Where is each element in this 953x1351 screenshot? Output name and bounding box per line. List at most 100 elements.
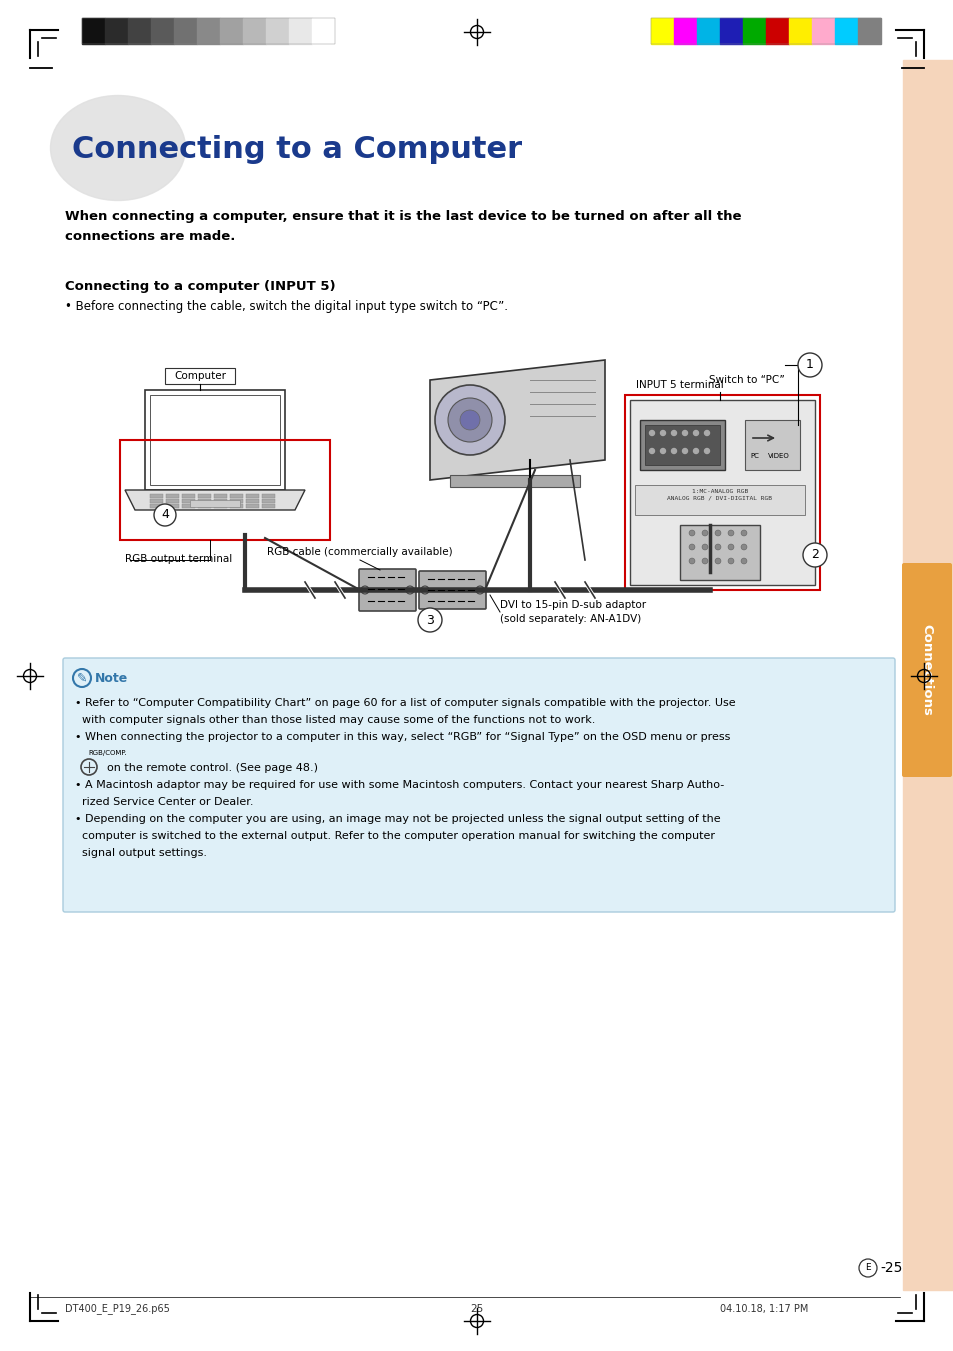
Bar <box>679 526 760 580</box>
Bar <box>902 59 953 1290</box>
Bar <box>213 494 227 497</box>
FancyBboxPatch shape <box>418 571 485 609</box>
Circle shape <box>659 449 665 454</box>
Polygon shape <box>125 490 305 509</box>
Text: VIDEO: VIDEO <box>767 453 789 459</box>
Circle shape <box>476 586 483 594</box>
Circle shape <box>727 558 733 563</box>
Circle shape <box>740 530 746 536</box>
Circle shape <box>649 431 654 435</box>
Circle shape <box>701 544 707 550</box>
Bar <box>173 18 196 45</box>
Text: 4: 4 <box>161 508 169 521</box>
Text: DVI to 15-pin D-sub adaptor: DVI to 15-pin D-sub adaptor <box>499 600 645 611</box>
Circle shape <box>420 586 429 594</box>
Bar <box>742 18 765 45</box>
Circle shape <box>681 431 687 435</box>
Text: When connecting a computer, ensure that it is the last device to be turned on af: When connecting a computer, ensure that … <box>65 209 740 243</box>
Circle shape <box>671 431 676 435</box>
Bar <box>150 504 163 508</box>
Bar <box>639 420 724 470</box>
Circle shape <box>740 558 746 563</box>
Text: signal output settings.: signal output settings. <box>75 848 207 858</box>
Circle shape <box>688 530 695 536</box>
Circle shape <box>714 558 720 563</box>
Circle shape <box>703 431 709 435</box>
Bar <box>165 367 234 384</box>
Bar <box>644 426 720 465</box>
Bar <box>246 504 258 508</box>
Bar <box>190 500 240 507</box>
Bar <box>266 18 289 45</box>
Circle shape <box>740 544 746 550</box>
Bar <box>182 494 194 497</box>
Circle shape <box>797 353 821 377</box>
Bar <box>213 499 227 503</box>
Circle shape <box>802 543 826 567</box>
Circle shape <box>727 544 733 550</box>
Bar <box>450 476 579 486</box>
Text: -25: -25 <box>879 1260 902 1275</box>
Circle shape <box>435 385 504 455</box>
Bar <box>198 494 211 497</box>
Text: • Refer to “Computer Compatibility Chart” on page 60 for a list of computer sign: • Refer to “Computer Compatibility Chart… <box>75 698 735 708</box>
Text: Connecting to a Computer: Connecting to a Computer <box>71 135 521 165</box>
Text: Computer: Computer <box>173 372 226 381</box>
Bar <box>220 18 243 45</box>
Bar <box>243 18 266 45</box>
Bar <box>182 499 194 503</box>
Text: RGB cable (commercially available): RGB cable (commercially available) <box>267 547 453 557</box>
Text: 04.10.18, 1:17 PM: 04.10.18, 1:17 PM <box>720 1304 807 1315</box>
Circle shape <box>703 449 709 454</box>
Circle shape <box>681 449 687 454</box>
Circle shape <box>688 558 695 563</box>
Circle shape <box>417 608 441 632</box>
Bar <box>128 18 151 45</box>
Bar <box>629 400 814 585</box>
Text: • Depending on the computer you are using, an image may not be projected unless : • Depending on the computer you are usin… <box>75 815 720 824</box>
Bar <box>246 494 258 497</box>
Bar <box>744 420 800 470</box>
Text: 1: 1 <box>805 358 813 372</box>
Text: Note: Note <box>95 671 128 685</box>
Text: 25: 25 <box>470 1304 483 1315</box>
Bar <box>82 18 335 45</box>
Text: ✎: ✎ <box>76 671 87 685</box>
Text: RGB output terminal: RGB output terminal <box>125 554 232 563</box>
Text: • Before connecting the cable, switch the digital input type switch to “PC”.: • Before connecting the cable, switch th… <box>65 300 507 313</box>
Text: Connections: Connections <box>920 624 933 716</box>
Bar <box>262 504 274 508</box>
Polygon shape <box>430 359 604 480</box>
Bar <box>720 18 742 45</box>
Text: Connecting to a computer (INPUT 5): Connecting to a computer (INPUT 5) <box>65 280 335 293</box>
FancyBboxPatch shape <box>358 569 416 611</box>
Text: 3: 3 <box>426 613 434 627</box>
Text: 1:MC-ANALOG RGB
ANALOG RGB / DVI-DIGITAL RGB: 1:MC-ANALOG RGB ANALOG RGB / DVI-DIGITAL… <box>667 489 772 501</box>
Bar <box>198 504 211 508</box>
Circle shape <box>671 449 676 454</box>
Bar <box>151 18 173 45</box>
Bar <box>82 18 105 45</box>
Bar <box>650 18 673 45</box>
Text: DT400_E_P19_26.p65: DT400_E_P19_26.p65 <box>65 1304 170 1315</box>
Bar <box>635 485 804 515</box>
Text: E: E <box>864 1263 870 1273</box>
Text: with computer signals other than those listed may cause some of the functions no: with computer signals other than those l… <box>75 715 595 725</box>
Circle shape <box>727 530 733 536</box>
Bar <box>650 18 880 45</box>
Circle shape <box>688 544 695 550</box>
Bar <box>289 18 312 45</box>
Circle shape <box>659 431 665 435</box>
Text: 2: 2 <box>810 549 818 562</box>
Bar <box>230 494 243 497</box>
Bar <box>166 499 179 503</box>
Bar <box>765 18 788 45</box>
Bar <box>312 18 335 45</box>
Text: RGB/COMP.: RGB/COMP. <box>88 750 127 757</box>
Bar <box>857 18 880 45</box>
Text: (sold separately: AN-A1DV): (sold separately: AN-A1DV) <box>499 613 640 624</box>
Bar <box>230 499 243 503</box>
Bar <box>105 18 128 45</box>
Circle shape <box>153 504 175 526</box>
Bar <box>213 504 227 508</box>
